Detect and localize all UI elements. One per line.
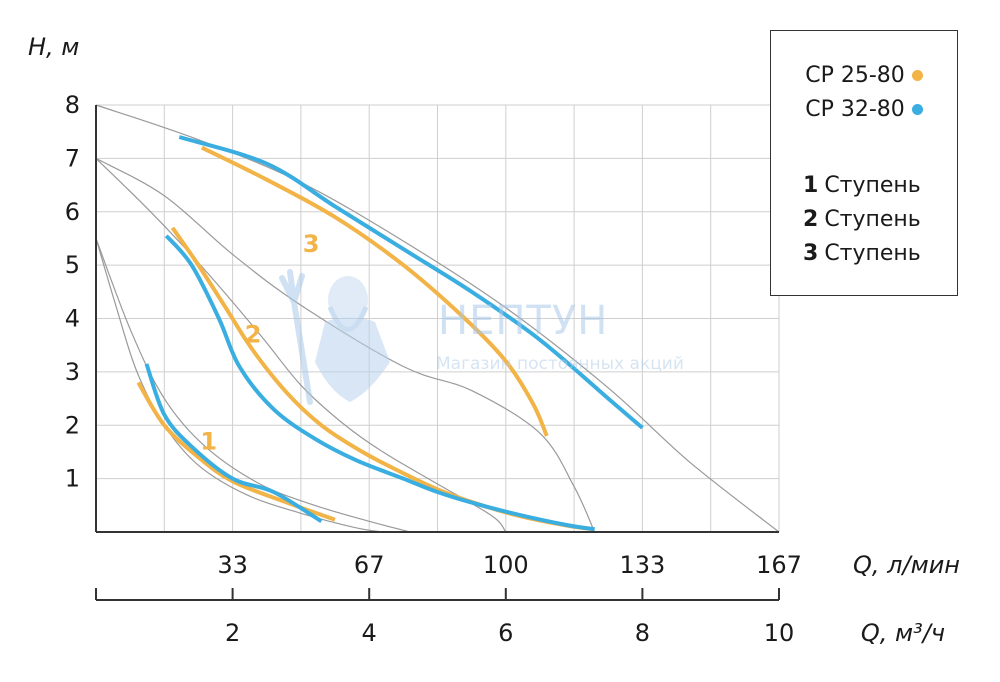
legend-item-step-3: 3 Ступень bbox=[803, 241, 989, 266]
y-tick-label: 8 bbox=[65, 91, 80, 119]
legend-step-label: Ступень bbox=[824, 207, 921, 232]
cp-32-80-step-1-line bbox=[144, 363, 323, 524]
legend-step-label: Ступень bbox=[824, 241, 921, 266]
x-axis-title: Q, л/мин bbox=[853, 551, 960, 579]
legend-step-label: Ступень bbox=[824, 173, 921, 198]
x2-tick-label: 10 bbox=[764, 619, 795, 647]
watermark-subtitle: Магазин постоянных акций bbox=[436, 354, 684, 374]
system-curve-line bbox=[95, 238, 383, 533]
x-tick-label: 67 bbox=[354, 551, 385, 579]
legend-step-number: 2 bbox=[803, 207, 819, 232]
system-curve-line bbox=[95, 157, 596, 533]
y-tick-label: 6 bbox=[65, 198, 80, 226]
y-tick-label: 7 bbox=[65, 144, 80, 172]
x-tick-label: 133 bbox=[619, 551, 665, 579]
y-tick-label: 4 bbox=[65, 305, 80, 333]
curve-step-label: 3 bbox=[303, 230, 320, 258]
y-tick-labels: 1 2 3 4 5 6 7 8 bbox=[65, 91, 80, 493]
x2-tick-label: 8 bbox=[635, 619, 650, 647]
y-tick-label: 3 bbox=[65, 358, 80, 386]
curve-step-label: 2 bbox=[245, 321, 262, 349]
neptune-logo-icon bbox=[279, 269, 390, 405]
x-tick-label: 167 bbox=[756, 551, 802, 579]
grid bbox=[96, 104, 780, 532]
axes bbox=[95, 105, 779, 601]
legend-step-number: 1 bbox=[803, 173, 819, 198]
watermark-title: НЕПТУН bbox=[438, 298, 609, 344]
y-axis-title: H, м bbox=[28, 33, 79, 61]
orange-dot-icon bbox=[911, 69, 923, 81]
x2-tick-label: 6 bbox=[498, 619, 513, 647]
x2-tick-labels: 2 4 6 8 10 bbox=[95, 588, 795, 647]
pump-curves bbox=[136, 135, 644, 532]
y-tick-label: 1 bbox=[65, 465, 80, 493]
legend-item-cp25-80: CP 25-80 bbox=[771, 63, 957, 88]
legend-step-number: 3 bbox=[803, 241, 819, 266]
x-tick-label: 100 bbox=[483, 551, 529, 579]
x2-tick-label: 4 bbox=[362, 619, 377, 647]
cp-32-80-step-3-line bbox=[178, 135, 644, 430]
legend-item-step-2: 2 Ступень bbox=[803, 207, 989, 232]
system-curve-line bbox=[95, 238, 411, 533]
curve-step-label: 1 bbox=[200, 427, 217, 455]
x-tick-labels: 33 67 100 133 167 bbox=[217, 551, 802, 579]
y-tick-label: 2 bbox=[65, 411, 80, 439]
legend-series-name: CP 32-80 bbox=[805, 97, 905, 122]
legend-item-cp32-80: CP 32-80 bbox=[771, 97, 957, 122]
legend-item-step-1: 1 Ступень bbox=[803, 173, 989, 198]
legend-series-name: CP 25-80 bbox=[805, 63, 905, 88]
y-tick-label: 5 bbox=[65, 251, 80, 279]
x2-tick-label: 2 bbox=[225, 619, 240, 647]
cp-32-80-step-2-line bbox=[164, 234, 595, 532]
x-tick-label: 33 bbox=[217, 551, 248, 579]
x2-axis-title: Q, м³/ч bbox=[861, 619, 945, 647]
legend: CP 25-80 CP 32-80 1 Ступень 2 Ступень 3 Сту… bbox=[770, 30, 958, 296]
watermark: НЕПТУН Магазин постоянных акций bbox=[270, 262, 740, 422]
curve-step-labels: 1 2 3 bbox=[200, 230, 319, 455]
cp-25-80-step-3-line bbox=[201, 145, 549, 437]
blue-dot-icon bbox=[911, 103, 923, 115]
